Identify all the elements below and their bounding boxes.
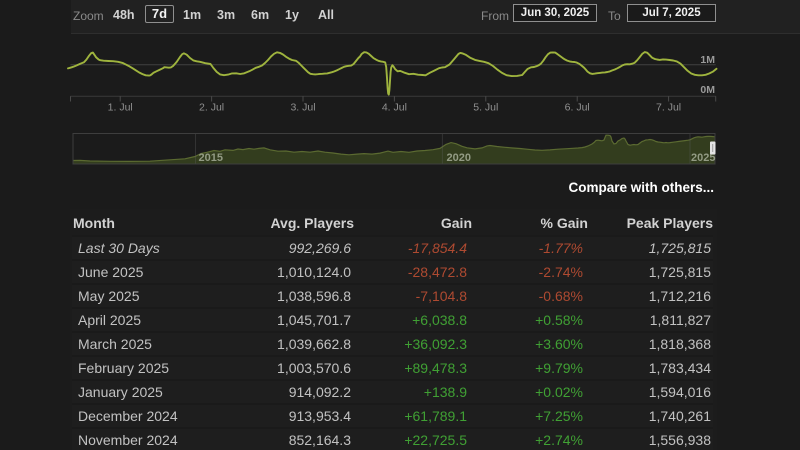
svg-text:2020: 2020 (447, 152, 471, 164)
svg-text:5. Jul: 5. Jul (473, 102, 498, 114)
svg-text:7. Jul: 7. Jul (656, 102, 681, 114)
svg-text:2015: 2015 (199, 152, 223, 164)
svg-text:2. Jul: 2. Jul (199, 102, 224, 114)
svg-text:0M: 0M (700, 84, 715, 96)
svg-text:6. Jul: 6. Jul (565, 102, 590, 114)
svg-text:1. Jul: 1. Jul (108, 102, 133, 114)
svg-text:2025: 2025 (691, 152, 715, 164)
svg-text:1M: 1M (700, 54, 715, 66)
svg-text:4. Jul: 4. Jul (382, 102, 407, 114)
svg-text:3. Jul: 3. Jul (290, 102, 315, 114)
